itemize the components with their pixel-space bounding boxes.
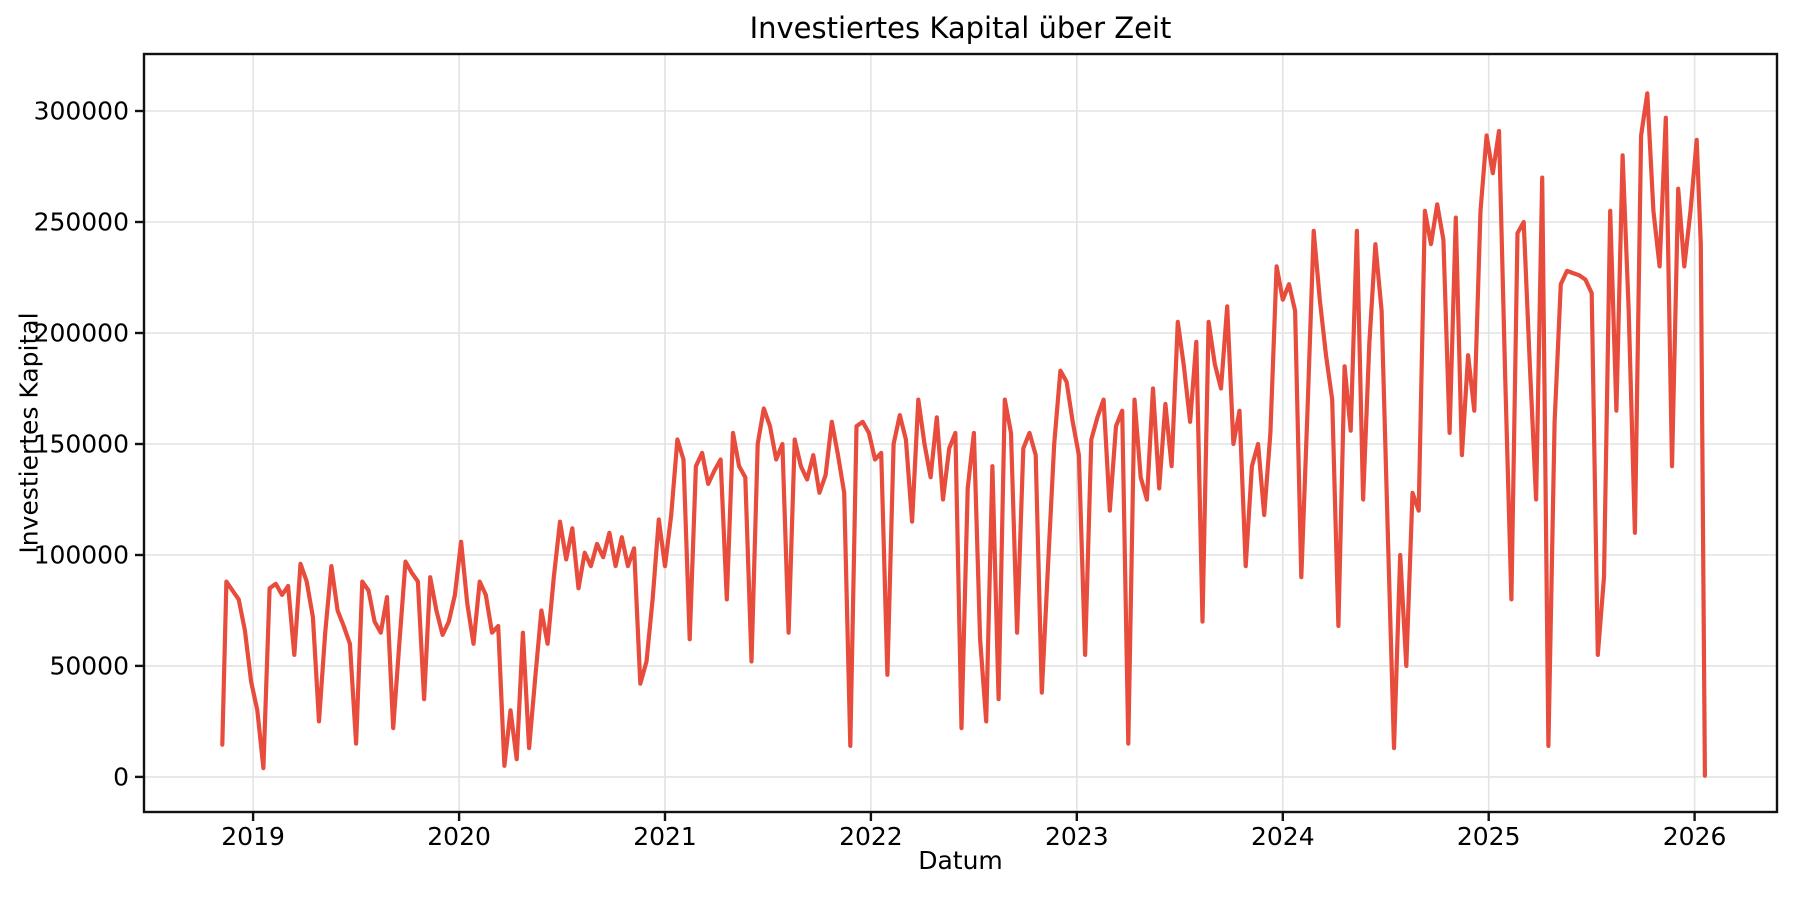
x-tick-label: 2019 [221, 822, 285, 851]
x-tick-label: 2025 [1457, 822, 1521, 851]
y-tick-label: 50000 [49, 651, 129, 680]
x-tick-label: 2026 [1663, 822, 1727, 851]
x-axis-label: Datum [918, 846, 1003, 875]
y-tick-label: 200000 [34, 319, 129, 348]
x-tick-label: 2022 [839, 822, 903, 851]
x-tick-label: 2020 [427, 822, 491, 851]
series-line [220, 91, 1708, 778]
y-tick-label: 300000 [34, 97, 129, 126]
y-tick-label: 100000 [34, 541, 129, 570]
chart-title: Investiertes Kapital über Zeit [749, 11, 1172, 45]
y-tick-label: 150000 [34, 430, 129, 459]
x-tick-label: 2021 [633, 822, 697, 851]
y-tick-label: 250000 [34, 208, 129, 237]
plot-border [142, 52, 1779, 814]
y-tick-label: 0 [113, 762, 129, 791]
x-tick-label: 2023 [1045, 822, 1109, 851]
x-tick-label: 2024 [1251, 822, 1315, 851]
